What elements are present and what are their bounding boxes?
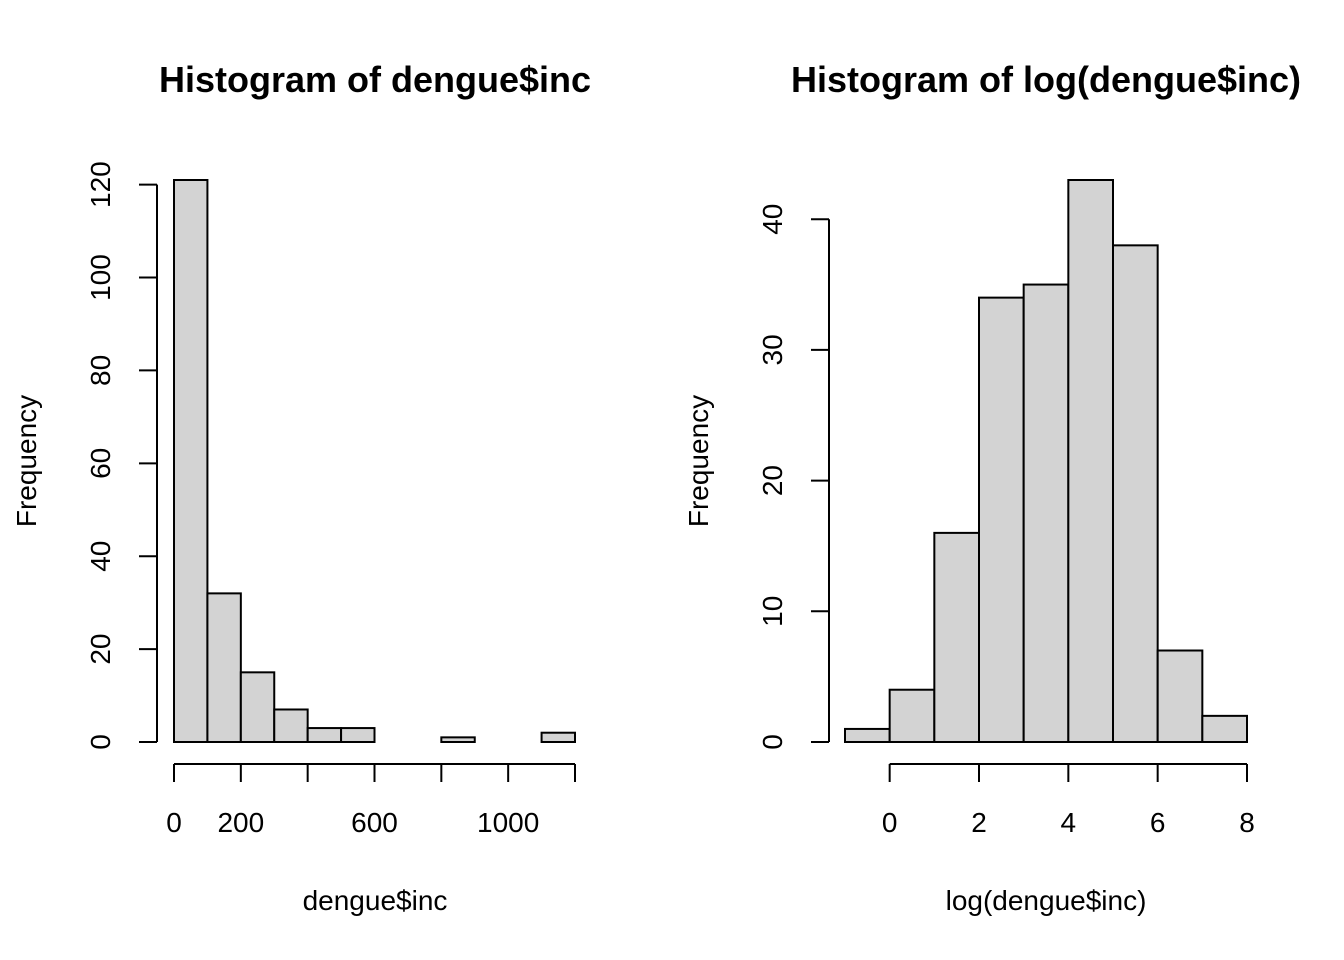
y-tick-label: 80 [85, 355, 116, 386]
y-tick-label: 0 [85, 734, 116, 750]
x-tick-label: 6 [1150, 807, 1166, 838]
x-tick-label: 1000 [477, 807, 539, 838]
y-axis-label: Frequency [683, 395, 714, 527]
y-tick-label: 30 [757, 334, 788, 365]
x-tick-label: 4 [1061, 807, 1077, 838]
histogram-bar [978, 296, 1025, 743]
histogram-bar [340, 727, 376, 743]
x-tick-label: 0 [882, 807, 898, 838]
histogram-bar [1112, 244, 1159, 743]
histogram-panel-inc: Histogram of dengue$inc dengue$inc Frequ… [11, 59, 591, 916]
chart-title: Histogram of dengue$inc [159, 59, 591, 100]
x-tick-label: 0 [166, 807, 182, 838]
x-axis-label: dengue$inc [303, 885, 448, 916]
x-axis: 0 200 600 1000 [166, 763, 576, 838]
bars [844, 179, 1249, 744]
histogram-bar [933, 531, 980, 743]
histogram-bar [1067, 179, 1115, 743]
x-axis-label: log(dengue$inc) [946, 885, 1147, 916]
histogram-bar [239, 671, 276, 743]
y-axis-label: Frequency [11, 395, 42, 527]
y-tick-label: 40 [85, 541, 116, 572]
y-tick-label: 120 [85, 161, 116, 208]
y-tick-label: 0 [757, 734, 788, 750]
histogram-bar [1201, 714, 1249, 744]
y-tick-label: 40 [757, 204, 788, 235]
y-axis: 0 10 20 30 40 [757, 204, 830, 750]
histogram-bar [173, 179, 209, 743]
x-tick-label: 600 [351, 807, 398, 838]
bars [173, 179, 576, 744]
histogram-bar [206, 592, 242, 743]
chart-title: Histogram of log(dengue$inc) [791, 59, 1301, 100]
x-axis: 0 2 4 6 8 [882, 763, 1255, 838]
histogram-bar [440, 736, 476, 743]
x-tick-label: 8 [1239, 807, 1255, 838]
y-tick-label: 60 [85, 448, 116, 479]
histogram-bar [306, 727, 343, 743]
histogram-bar [1022, 283, 1070, 743]
histogram-bar [540, 731, 576, 744]
histogram-bar [273, 708, 309, 744]
histogram-bar [1156, 649, 1204, 744]
y-tick-label: 10 [757, 596, 788, 627]
x-tick-label: 2 [971, 807, 987, 838]
y-tick-label: 100 [85, 254, 116, 301]
y-tick-label: 20 [757, 465, 788, 496]
y-axis: 0 20 40 60 80 100 120 [85, 161, 158, 750]
histogram-panel-log-inc: Histogram of log(dengue$inc) log(dengue$… [683, 59, 1301, 916]
histogram-bar [844, 727, 891, 744]
histogram-bar [888, 688, 936, 744]
y-tick-label: 20 [85, 634, 116, 665]
x-tick-label: 200 [217, 807, 264, 838]
